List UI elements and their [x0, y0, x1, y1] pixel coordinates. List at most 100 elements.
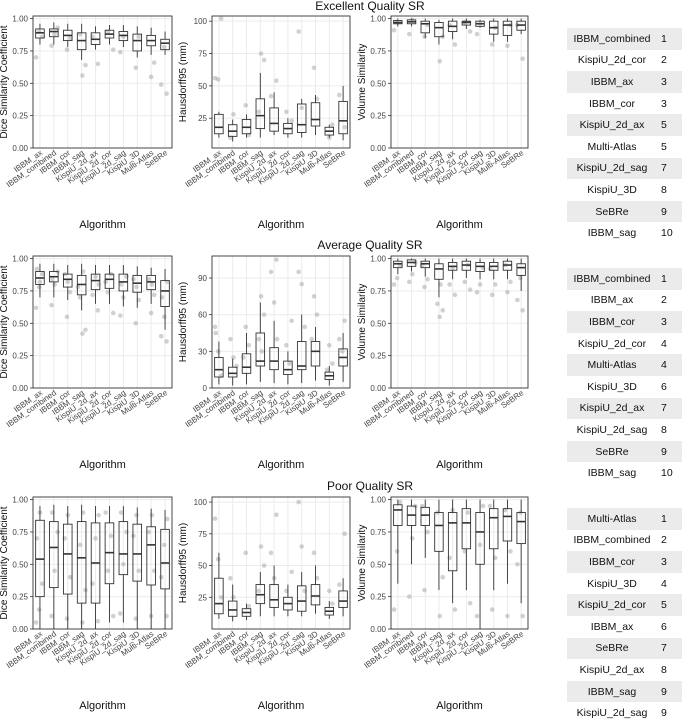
- ranking-rank: 9: [657, 200, 682, 223]
- data-point: [158, 574, 164, 580]
- data-point: [520, 56, 525, 62]
- boxplot-panel: 0.000.250.500.751.00IBBM_axIBBM_combined…: [0, 255, 173, 471]
- y-axis-label: Hausdorff95 (mm): [178, 523, 189, 603]
- ranking-rank: 2: [657, 289, 682, 312]
- y-tick-label: 0.50: [12, 560, 28, 569]
- box: [160, 280, 170, 307]
- y-tick-label: 1.00: [12, 15, 28, 24]
- data-point: [489, 42, 495, 47]
- data-point: [103, 279, 108, 285]
- y-tick-label: 0.25: [12, 112, 28, 121]
- data-point: [465, 510, 471, 515]
- data-point: [492, 282, 498, 287]
- y-tick-label: 100: [194, 498, 208, 507]
- ranking-row: KispiU_2d_cor 2: [567, 49, 682, 72]
- box: [104, 273, 115, 289]
- ranking-algorithm: Multi-Atlas: [567, 135, 657, 158]
- data-point: [452, 292, 458, 298]
- data-point: [342, 318, 347, 324]
- box: [227, 366, 238, 378]
- data-point: [228, 575, 233, 581]
- data-point: [131, 533, 136, 539]
- data-point: [422, 587, 427, 593]
- y-tick-label: 0.50: [12, 319, 28, 328]
- data-point: [268, 93, 274, 99]
- ranking-algorithm: KispiU_3D: [567, 375, 657, 398]
- y-axis-label: Hausdorff95 (mm): [178, 42, 189, 122]
- box: [310, 102, 321, 127]
- data-point: [342, 531, 347, 537]
- data-point: [146, 276, 152, 282]
- box: [516, 263, 526, 276]
- data-point: [256, 336, 262, 342]
- data-point: [437, 613, 443, 619]
- data-point: [437, 314, 443, 320]
- y-tick-label: 0.50: [370, 79, 386, 88]
- y-tick-label: 1.00: [370, 255, 386, 264]
- ranking-row: IBBM_sag 9: [567, 680, 682, 703]
- ranking-algorithm: IBBM_cor: [567, 311, 657, 333]
- data-point: [268, 269, 274, 275]
- data-point: [246, 342, 252, 348]
- x-axis-label: Algorithm: [436, 219, 482, 231]
- data-point: [67, 35, 73, 41]
- ranking-row: IBBM_combined 2: [567, 529, 682, 552]
- data-point: [467, 29, 473, 34]
- ranking-algorithm: Multi-Atlas: [567, 508, 657, 530]
- y-tick-label: 1.00: [12, 496, 28, 505]
- x-axis-label: Algorithm: [436, 700, 482, 712]
- data-point: [474, 613, 480, 619]
- data-point: [274, 78, 279, 84]
- data-point: [296, 499, 301, 505]
- data-point: [243, 550, 249, 556]
- panel-frame: [390, 15, 529, 149]
- data-point: [435, 301, 440, 307]
- data-point: [489, 292, 495, 298]
- data-point: [231, 594, 236, 600]
- data-point: [437, 58, 443, 64]
- panel-frame: [211, 15, 351, 149]
- data-point: [274, 512, 279, 518]
- data-point: [256, 588, 262, 594]
- ranking-algorithm: SeBRe: [567, 440, 657, 463]
- box: [62, 273, 73, 288]
- data-point: [146, 529, 152, 535]
- data-point: [311, 65, 317, 71]
- x-axis-label: Algorithm: [436, 459, 482, 471]
- plot-area: [33, 256, 172, 388]
- ranking-row: KispiU_2d_ax 7: [567, 397, 682, 420]
- box: [393, 504, 403, 526]
- box: [90, 273, 101, 291]
- box: [310, 584, 321, 606]
- ranking-table-average: IBBM_combined 1 IBBM_ax 2 IBBM_cor 3 KispiU…: [567, 268, 682, 484]
- ranking-algorithm: IBBM_sag: [567, 680, 657, 703]
- data-point: [284, 109, 289, 115]
- data-point: [287, 361, 292, 366]
- box: [269, 347, 279, 371]
- box: [338, 590, 348, 608]
- data-point: [133, 320, 139, 326]
- data-point: [161, 542, 167, 548]
- ranking-rank: 6: [657, 615, 682, 638]
- y-axis-label: Volume Similarity: [357, 44, 368, 121]
- y-tick-label: 0.00: [12, 144, 28, 153]
- data-point: [95, 61, 101, 67]
- data-point: [302, 324, 308, 330]
- data-point: [105, 568, 111, 574]
- box: [132, 33, 143, 52]
- data-point: [110, 310, 116, 316]
- data-point: [406, 31, 412, 37]
- data-point: [391, 27, 397, 33]
- data-point: [215, 77, 221, 82]
- data-point: [394, 549, 400, 554]
- y-tick-label: 0.50: [370, 319, 386, 328]
- boxplot-panel: 0.000.250.500.751.00IBBM_axIBBM_combined…: [0, 496, 173, 712]
- y-tick-label: 0.25: [12, 352, 28, 361]
- data-point: [33, 620, 39, 625]
- data-point: [452, 42, 458, 47]
- section-title-excellent: Excellent Quality SR: [315, 0, 425, 13]
- data-point: [508, 549, 513, 554]
- data-point: [309, 336, 315, 342]
- data-point: [440, 308, 446, 313]
- ranking-rank: 1: [657, 508, 682, 530]
